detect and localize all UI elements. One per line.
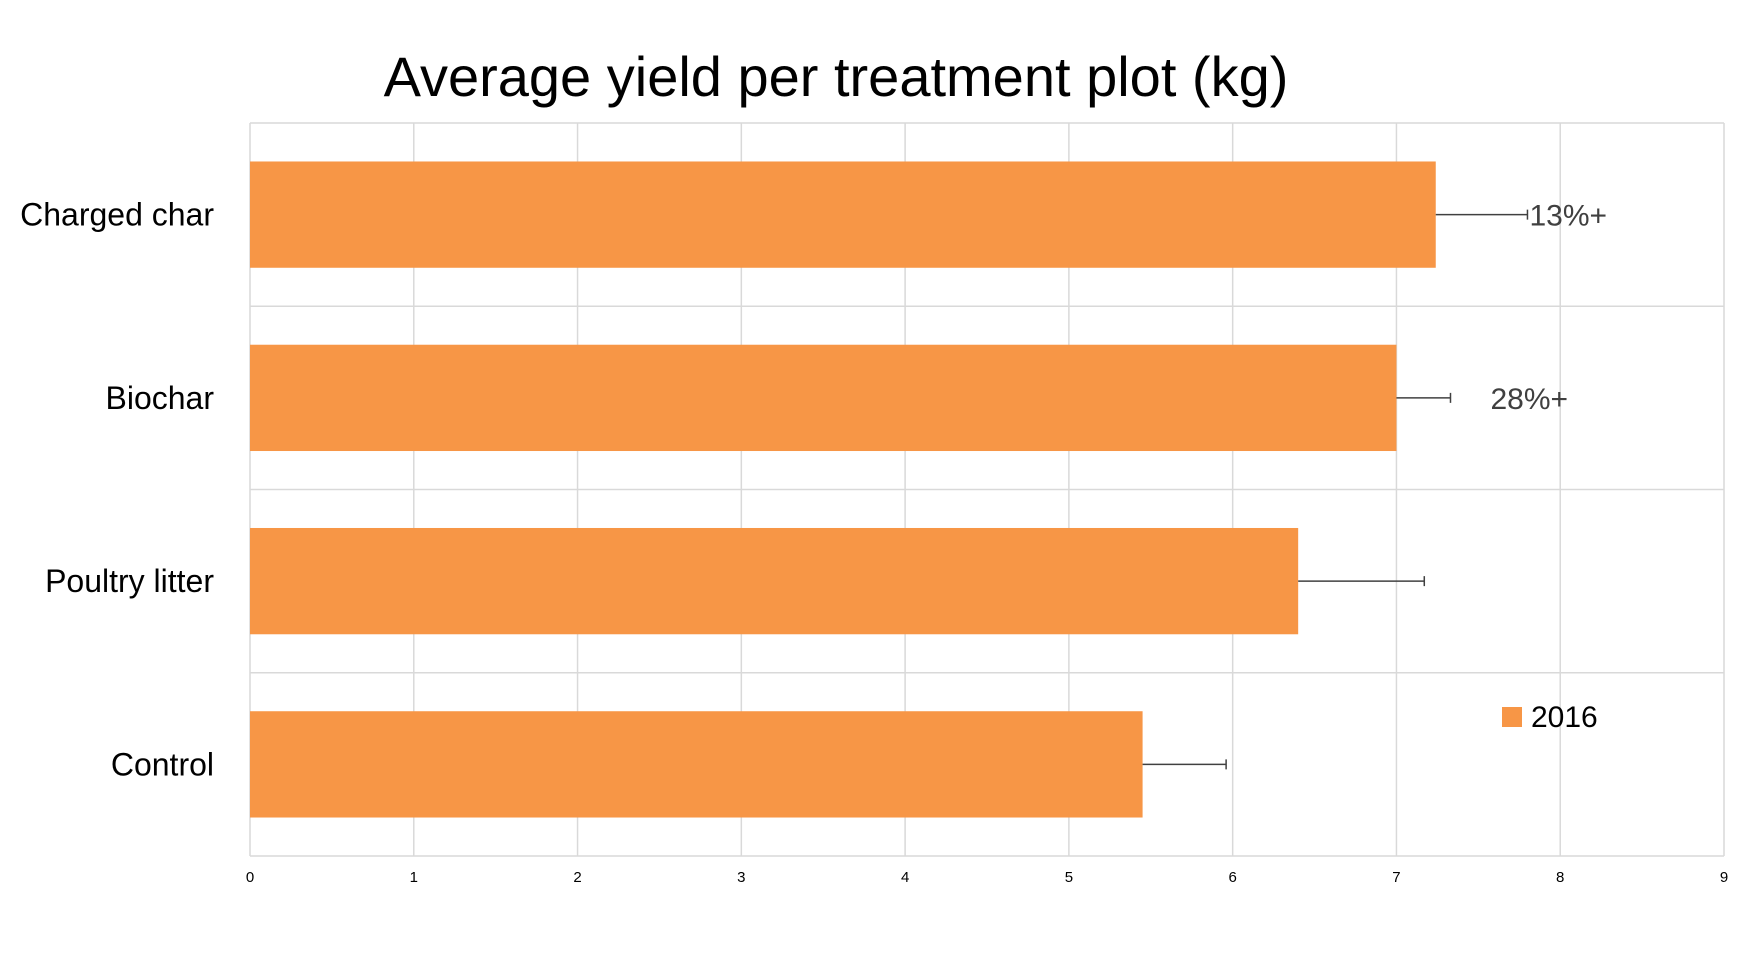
annotation-label: 13%+ [1529, 200, 1607, 233]
x-tick-label: 1 [410, 869, 418, 886]
x-tick-label: 0 [246, 869, 254, 886]
category-labels: Charged char Biochar Poultry litter Control [20, 197, 214, 783]
x-tick-label: 8 [1556, 869, 1564, 886]
legend-swatch [1502, 707, 1522, 727]
x-tick-label: 9 [1720, 869, 1728, 886]
x-tick-label: 5 [1065, 869, 1073, 886]
category-label: Control [111, 746, 214, 782]
legend: 2016 [1502, 701, 1598, 734]
x-tick-label: 6 [1228, 869, 1236, 886]
bar-biochar [250, 344, 1397, 452]
annotations: 13%+ 28%+ [1490, 200, 1607, 416]
legend-label-2016: 2016 [1531, 701, 1598, 734]
chart-title: Average yield per treatment plot (kg) [384, 45, 1289, 108]
annotation-label: 28%+ [1490, 383, 1568, 416]
bar-charged-char [250, 161, 1436, 268]
bar-poultry-litter [250, 527, 1299, 635]
error-bars [1142, 209, 1529, 770]
x-tick-label: 7 [1392, 869, 1400, 886]
category-label: Biochar [106, 380, 215, 416]
x-tick-label: 4 [901, 869, 909, 886]
bars [250, 161, 1436, 818]
x-tick-labels: 0 1 2 3 4 5 6 7 8 9 [246, 869, 1728, 886]
category-label: Charged char [20, 197, 214, 233]
x-tick-label: 2 [573, 869, 581, 886]
x-tick-label: 3 [737, 869, 745, 886]
category-label: Poultry litter [45, 563, 214, 599]
bar-control [250, 711, 1143, 818]
